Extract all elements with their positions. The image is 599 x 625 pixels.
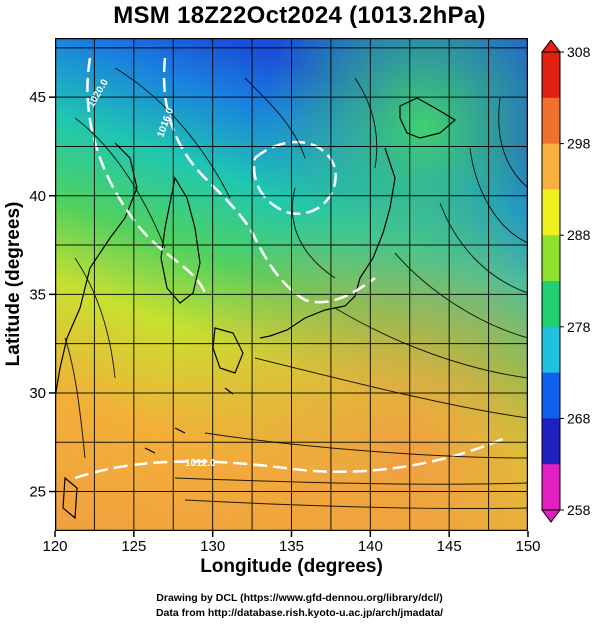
colorbar-tick-label: 268 xyxy=(567,410,591,426)
y-axis-label: Latitude (degrees) xyxy=(3,201,24,367)
x-tick-label: 130 xyxy=(200,538,225,555)
colorbar-top-arrow xyxy=(541,40,561,53)
colorbar-segment xyxy=(542,97,560,145)
x-tick-label: 135 xyxy=(279,538,304,555)
streamline xyxy=(394,252,528,339)
streamline xyxy=(74,117,166,249)
streamline xyxy=(354,77,378,169)
streamline xyxy=(74,257,116,379)
colorbar-segment xyxy=(542,464,560,511)
colorbar-segment xyxy=(542,189,560,236)
contour-label: 1012.0 xyxy=(185,458,216,469)
colorbar-segment xyxy=(542,235,560,282)
colorbar-tick-label: 258 xyxy=(567,502,591,518)
streamline xyxy=(204,432,528,459)
x-tick-label: 120 xyxy=(42,538,67,555)
colorbar-frame xyxy=(541,51,561,511)
streamlines xyxy=(64,67,528,510)
contour-1016 xyxy=(162,57,376,304)
colorbar-tick-label: 278 xyxy=(567,319,591,335)
x-tick-label: 140 xyxy=(358,538,383,555)
y-tick-label: 25 xyxy=(29,484,46,501)
colorbar-tick-label: 298 xyxy=(567,136,591,152)
japan-honshu-coastline xyxy=(259,147,396,339)
map-title: MSM 18Z22Oct2024 (1013.2hPa) xyxy=(113,2,486,29)
x-tick-label: 150 xyxy=(515,538,540,555)
colorbar-segment xyxy=(542,143,560,190)
streamline xyxy=(254,357,528,419)
contour-1012 xyxy=(74,436,506,480)
colorbar-segment xyxy=(542,52,560,99)
y-tick-label: 40 xyxy=(29,188,46,205)
streamline xyxy=(334,307,528,379)
graticule xyxy=(55,38,528,531)
hokkaido-coastline xyxy=(399,97,457,139)
colorbar-segment xyxy=(542,418,560,465)
colorbar-segment xyxy=(542,281,560,328)
taiwan-coastline xyxy=(62,476,78,520)
y-tick-label: 35 xyxy=(29,286,46,303)
map-plot: 1020.0 1016.0 1012.0 xyxy=(55,38,528,531)
streamline xyxy=(174,477,528,485)
streamline xyxy=(439,202,528,294)
colorbar-segment xyxy=(542,326,560,374)
streamline xyxy=(498,97,528,189)
colorbar-bottom-arrow xyxy=(541,509,561,523)
x-tick-label: 145 xyxy=(437,538,462,555)
y-tick-label: 45 xyxy=(29,89,46,106)
streamline xyxy=(291,187,336,279)
streamline xyxy=(64,337,86,459)
contour-1020 xyxy=(86,57,207,294)
streamline xyxy=(114,67,231,199)
colorbar-segment xyxy=(542,372,560,419)
colorbar: 258 268 278 288 298 308 xyxy=(541,40,591,523)
x-tick-label: 125 xyxy=(121,538,146,555)
plot-frame xyxy=(55,38,528,531)
streamline xyxy=(184,499,528,510)
y-tick-label: 30 xyxy=(29,385,46,402)
colorbar-tick-label: 308 xyxy=(567,44,591,60)
x-axis-label: Longitude (degrees) xyxy=(200,556,383,577)
credit-data: Data from http://database.rish.kyoto-u.a… xyxy=(155,607,444,619)
credit-drawing: Drawing by DCL (https://www.gfd-dennou.o… xyxy=(156,592,443,604)
streamline xyxy=(244,77,306,159)
colorbar-tick-label: 288 xyxy=(567,227,591,243)
